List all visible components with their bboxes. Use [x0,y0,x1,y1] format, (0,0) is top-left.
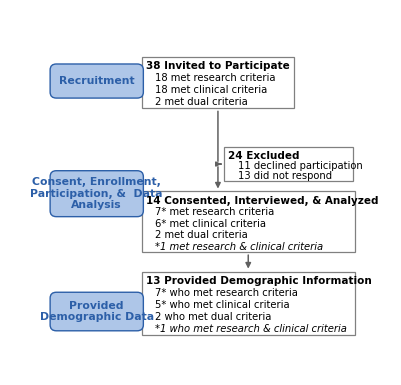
Text: Provided
Demographic Data: Provided Demographic Data [40,301,154,322]
Text: 7* met research criteria: 7* met research criteria [155,207,274,217]
Text: 2 who met dual criteria: 2 who met dual criteria [155,312,271,322]
Text: 13 Provided Demographic Information: 13 Provided Demographic Information [146,276,372,286]
Text: 6* met clinical criteria: 6* met clinical criteria [155,219,266,229]
Text: *1 who met research & clinical criteria: *1 who met research & clinical criteria [155,324,347,334]
FancyBboxPatch shape [50,292,144,331]
Text: 18 met clinical criteria: 18 met clinical criteria [155,85,267,95]
FancyBboxPatch shape [142,57,294,109]
FancyBboxPatch shape [224,147,353,181]
Text: 2 met dual criteria: 2 met dual criteria [155,97,248,107]
Text: 11 declined participation: 11 declined participation [237,161,362,171]
Text: Recruitment: Recruitment [59,76,135,86]
Text: 2 met dual criteria: 2 met dual criteria [155,230,248,240]
FancyBboxPatch shape [142,191,355,252]
Text: Consent, Enrollment,
Participation, &  Data
Analysis: Consent, Enrollment, Participation, & Da… [30,177,163,210]
Text: *1 met research & clinical criteria: *1 met research & clinical criteria [155,241,323,251]
Text: 24 Excluded: 24 Excluded [228,151,300,161]
Text: 7* who met research criteria: 7* who met research criteria [155,288,298,298]
FancyBboxPatch shape [50,171,144,217]
Text: 38 Invited to Participate: 38 Invited to Participate [146,61,290,71]
FancyBboxPatch shape [50,64,144,98]
FancyBboxPatch shape [142,271,355,335]
Text: 5* who met clinical criteria: 5* who met clinical criteria [155,300,290,310]
Text: 14 Consented, Interviewed, & Analyzed: 14 Consented, Interviewed, & Analyzed [146,196,379,206]
Text: 13 did not respond: 13 did not respond [237,171,332,181]
Text: 18 met research criteria: 18 met research criteria [155,73,275,83]
